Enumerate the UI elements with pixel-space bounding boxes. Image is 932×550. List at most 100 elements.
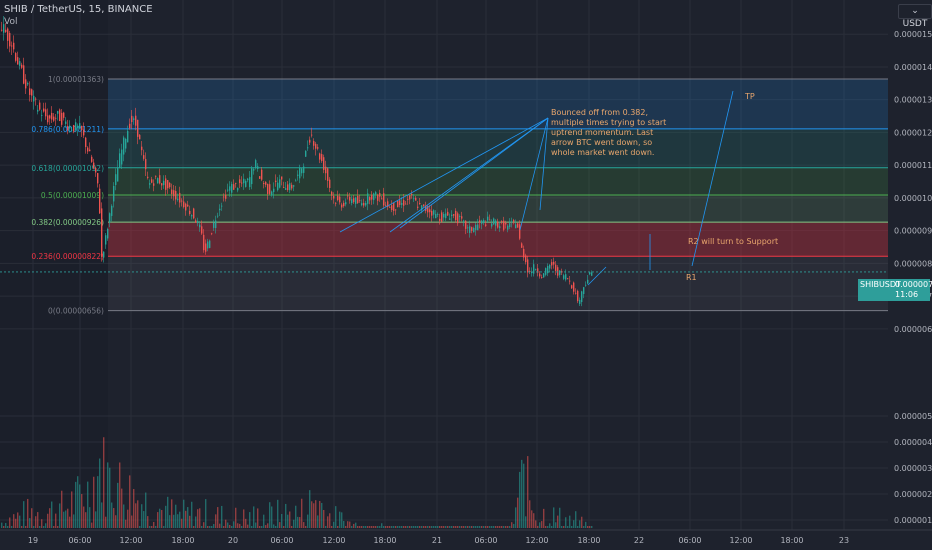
candle-body	[299, 167, 301, 179]
volume-bar	[469, 526, 471, 528]
symbol-title[interactable]: SHIB / TetherUS, 15, BINANCE	[4, 4, 153, 15]
candle-body	[7, 28, 9, 41]
candle-body	[351, 199, 353, 203]
candle-body	[449, 218, 451, 220]
candle-body	[471, 227, 473, 231]
candle-body	[569, 280, 571, 282]
candle-body	[403, 200, 405, 206]
volume-bar	[257, 508, 259, 528]
candle-body	[207, 241, 209, 249]
candle-body	[489, 219, 491, 221]
currency-label: USDT	[902, 19, 928, 29]
volume-bar	[165, 505, 167, 528]
candle-body	[387, 201, 389, 207]
annotation-tp: TP	[744, 92, 755, 101]
time-axis-tick: 23	[839, 536, 849, 545]
volume-bar	[157, 512, 159, 528]
volume-bar	[585, 521, 587, 528]
candle-body	[565, 274, 567, 280]
candle-body	[131, 115, 133, 123]
volume-bar	[335, 506, 337, 528]
candle-body	[283, 187, 285, 188]
volume-bar	[25, 526, 27, 528]
volume-bar	[355, 522, 357, 528]
volume-bar	[123, 504, 125, 528]
candle-body	[37, 109, 39, 112]
annotation-note-line: Bounced off from 0.382,	[551, 108, 648, 117]
volume-bar	[193, 526, 195, 528]
volume-bar	[299, 517, 301, 528]
volume-bar	[7, 526, 9, 528]
candle-body	[379, 193, 381, 197]
candle-body	[11, 45, 13, 47]
candle-body	[427, 206, 429, 213]
candle-body	[477, 224, 479, 231]
volume-axis-tick: 0.00000200	[894, 490, 932, 499]
candle-body	[521, 243, 523, 248]
volume-bar	[387, 526, 389, 528]
volume-bar	[167, 496, 169, 528]
candle-body	[419, 202, 421, 204]
volume-bar	[237, 523, 239, 528]
candle-body	[307, 147, 309, 149]
volume-bar	[525, 516, 527, 528]
candle-body	[213, 222, 215, 228]
volume-bar	[135, 503, 137, 528]
candle-body	[297, 174, 299, 176]
volume-bar	[531, 510, 533, 528]
candle-body	[469, 226, 471, 233]
volume-bar	[95, 511, 97, 528]
candle-body	[563, 275, 565, 279]
volume-bar	[359, 526, 361, 528]
volume-bar	[321, 502, 323, 528]
volume-bar	[129, 475, 131, 528]
candle-body	[83, 129, 85, 136]
volume-bar	[233, 521, 235, 528]
candle-body	[87, 147, 89, 152]
candle-body	[183, 201, 185, 208]
candle-body	[515, 224, 517, 229]
time-axis-tick: 18:00	[780, 536, 803, 545]
volume-bar	[351, 526, 353, 528]
candle-body	[173, 190, 175, 197]
volume-bar	[513, 523, 515, 528]
volume-bar	[283, 526, 285, 528]
fib-zone	[108, 79, 888, 129]
volume-bar	[203, 522, 205, 528]
candle-body	[475, 224, 477, 231]
candle-body	[467, 227, 469, 229]
candle-body	[121, 149, 123, 165]
candle-body	[163, 180, 165, 186]
candle-body	[501, 221, 503, 222]
candle-body	[49, 115, 51, 119]
annotation-note-line: whole market went down.	[551, 148, 654, 157]
time-axis-tick: 20	[228, 536, 238, 545]
candle-body	[193, 208, 195, 219]
candle-body	[259, 176, 261, 179]
candle-body	[179, 192, 181, 203]
volume-bar	[561, 526, 563, 528]
volume-bar	[483, 526, 485, 528]
currency-selector[interactable]: ⌄ USDT	[898, 4, 932, 29]
fib-level-label: 0(0.00000656)	[48, 307, 104, 316]
candle-body	[391, 205, 393, 210]
candle-body	[29, 88, 31, 95]
candle-body	[425, 205, 427, 211]
candle-body	[63, 112, 65, 118]
candle-body	[223, 196, 225, 198]
price-axis-tick: 0.00000900	[894, 227, 932, 236]
volume-indicator-label[interactable]: Vol	[4, 17, 18, 27]
volume-bar	[327, 516, 329, 528]
volume-bar	[243, 509, 245, 528]
candle-body	[103, 251, 105, 258]
candle-body	[271, 191, 273, 196]
candle-body	[287, 184, 289, 191]
candle-body	[405, 203, 407, 205]
volume-bar	[113, 508, 115, 528]
candle-body	[417, 206, 419, 208]
volume-bar	[231, 526, 233, 528]
volume-bar	[383, 526, 385, 528]
volume-bar	[295, 505, 297, 528]
